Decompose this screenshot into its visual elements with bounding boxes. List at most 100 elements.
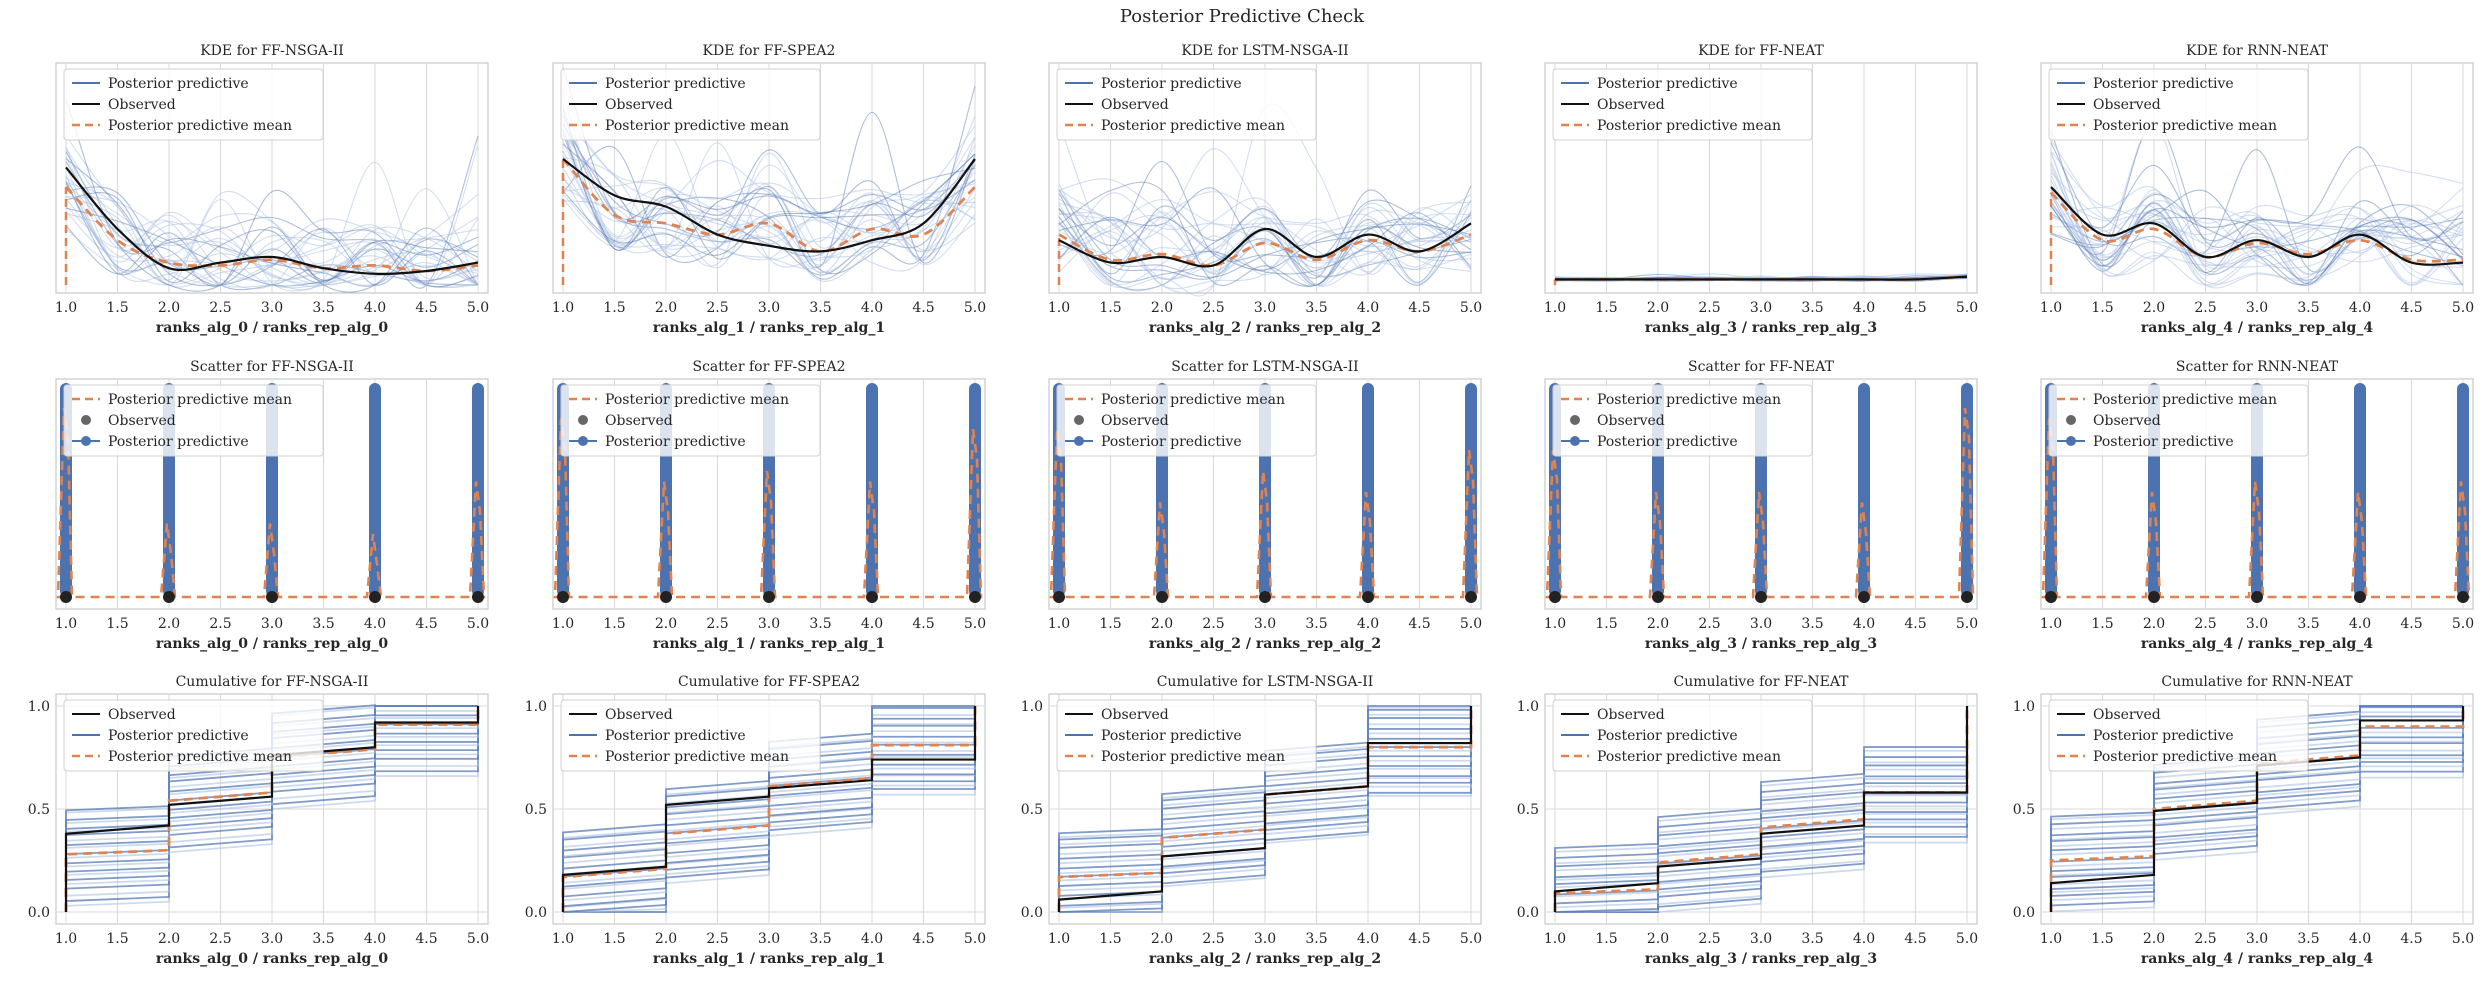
posterior-line — [562, 160, 976, 248]
legend-label: Posterior predictive mean — [1597, 749, 1781, 765]
x-tick-label: 5.0 — [1956, 931, 1978, 947]
x-axis-label: ranks_alg_0 / ranks_rep_alg_0 — [156, 636, 388, 652]
observed-point — [1259, 591, 1271, 603]
x-tick-label: 4.5 — [1904, 300, 1926, 316]
x-tick-label: 2.5 — [1202, 616, 1224, 632]
observed-line — [1555, 275, 1968, 281]
x-tick-label: 1.0 — [552, 931, 574, 947]
posterior-line — [1058, 208, 1472, 271]
legend-swatch — [1570, 415, 1580, 425]
posterior-line — [65, 212, 479, 286]
x-tick-label: 3.0 — [261, 616, 283, 632]
posterior-line — [65, 99, 479, 256]
x-tick-label: 5.0 — [467, 616, 489, 632]
legend-label: Observed — [1597, 97, 1665, 113]
observed-line — [64, 706, 480, 912]
x-tick-label: 3.0 — [1254, 931, 1276, 947]
posterior-predictive-lines — [2050, 121, 2464, 289]
subplot-title: Cumulative for FF-NEAT — [1673, 674, 1849, 690]
x-tick-label: 5.0 — [1956, 616, 1978, 632]
x-tick-label: 4.0 — [364, 616, 386, 632]
posterior-line — [562, 108, 976, 282]
x-tick-label: 2.0 — [1647, 300, 1669, 316]
x-tick-label: 5.0 — [2452, 931, 2474, 947]
posterior-line — [65, 161, 479, 293]
legend-label: Posterior predictive — [2093, 434, 2234, 450]
observed-point — [2148, 591, 2160, 603]
x-tick-label: 5.0 — [1460, 931, 1482, 947]
posterior-step-line — [1555, 706, 1968, 913]
y-tick-label: 1.0 — [1021, 699, 1043, 715]
legend-box — [2048, 384, 2309, 457]
observed-line — [65, 166, 479, 276]
legend: Posterior predictive mean Observed Posteri… — [1552, 384, 1813, 457]
x-tick-label: 4.5 — [912, 616, 934, 632]
subplot-title: Scatter for RNN-NEAT — [2176, 359, 2339, 375]
x-tick-label: 4.0 — [364, 931, 386, 947]
legend-swatch — [81, 436, 91, 446]
legend-swatch — [1074, 436, 1084, 446]
legend-swatch — [1570, 436, 1580, 446]
subplot-title: KDE for LSTM-NSGA-II — [1181, 43, 1348, 59]
legend-label: Posterior predictive — [605, 76, 746, 92]
observed-line — [1058, 222, 1472, 268]
x-axis-label: ranks_alg_4 / ranks_rep_alg_4 — [2141, 951, 2373, 967]
x-tick-label: 4.0 — [364, 300, 386, 316]
posterior-point-column — [1961, 383, 1973, 597]
posterior-line — [1058, 212, 1472, 275]
subplot-title: Cumulative for FF-SPEA2 — [678, 674, 860, 690]
legend-label: Posterior predictive — [1101, 728, 1242, 744]
y-tick-label: 0.0 — [1021, 905, 1043, 921]
legend-label: Observed — [2093, 413, 2161, 429]
subplot-title: Scatter for FF-SPEA2 — [693, 359, 846, 375]
posterior-line — [2050, 194, 2464, 286]
legend-label: Posterior predictive mean — [108, 392, 292, 408]
legend: Posterior predictive mean Observed Posteri… — [2048, 384, 2309, 457]
observed-point — [472, 591, 484, 603]
x-tick-label: 5.0 — [964, 931, 986, 947]
posterior-line — [65, 192, 479, 284]
x-tick-label: 5.0 — [964, 616, 986, 632]
y-tick-label: 1.0 — [28, 699, 50, 715]
x-tick-label: 5.0 — [467, 300, 489, 316]
x-tick-label: 4.0 — [861, 300, 883, 316]
x-tick-label: 2.0 — [1151, 931, 1173, 947]
posterior-line — [2050, 164, 2464, 257]
legend-box — [63, 68, 324, 141]
x-tick-label: 4.5 — [1904, 931, 1926, 947]
x-tick-label: 3.0 — [261, 931, 283, 947]
x-tick-label: 1.0 — [55, 931, 77, 947]
x-tick-label: 4.5 — [912, 300, 934, 316]
x-tick-label: 5.0 — [467, 931, 489, 947]
legend-label: Posterior predictive mean — [108, 118, 292, 134]
x-tick-label: 3.0 — [1750, 300, 1772, 316]
x-tick-label: 2.0 — [158, 616, 180, 632]
x-tick-label: 4.0 — [2349, 300, 2371, 316]
legend-label: Observed — [1597, 413, 1665, 429]
legend-swatch — [81, 415, 91, 425]
legend-label: Observed — [108, 97, 176, 113]
posterior-line — [2050, 189, 2464, 286]
posterior-line — [65, 176, 479, 287]
observed-point — [557, 591, 569, 603]
figure-title: Posterior Predictive Check — [1119, 6, 1365, 27]
posterior-line — [2050, 164, 2464, 286]
posterior-point-column — [472, 383, 484, 597]
x-tick-label: 1.0 — [1048, 931, 1070, 947]
x-tick-label: 2.5 — [2194, 931, 2216, 947]
posterior-line — [1058, 123, 1472, 278]
legend-box — [1552, 699, 1813, 772]
posterior-line — [1058, 183, 1472, 271]
legend-label: Observed — [1597, 707, 1665, 723]
x-tick-label: 2.0 — [1151, 300, 1173, 316]
x-tick-label: 1.5 — [106, 616, 128, 632]
x-tick-label: 1.5 — [1099, 931, 1121, 947]
legend-label: Observed — [2093, 97, 2161, 113]
x-tick-label: 1.0 — [2040, 616, 2062, 632]
observed-line — [1057, 706, 1473, 912]
x-tick-label: 3.5 — [1801, 616, 1823, 632]
legend-label: Posterior predictive mean — [1597, 392, 1781, 408]
x-tick-label: 2.5 — [2194, 616, 2216, 632]
x-axis-label: ranks_alg_2 / ranks_rep_alg_2 — [1149, 320, 1381, 336]
x-tick-label: 3.5 — [809, 931, 831, 947]
